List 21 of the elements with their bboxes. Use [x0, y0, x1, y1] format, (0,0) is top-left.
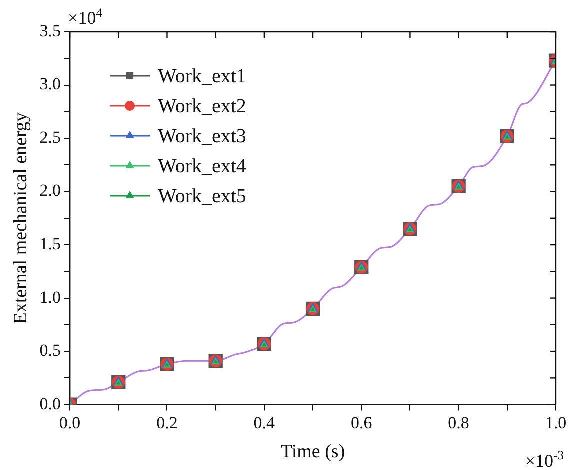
y-tick-label: 3.5 — [40, 21, 62, 40]
legend-label: Work_ext4 — [158, 155, 246, 178]
x-tick-label: 0.0 — [59, 413, 81, 432]
legend-label: Work_ext2 — [158, 95, 246, 118]
y-tick-label: 2.5 — [40, 128, 62, 147]
y-tick-label: 3.0 — [40, 74, 62, 94]
y-tick-label: 1.5 — [40, 234, 62, 254]
x-axis-title: Time (s) — [280, 442, 346, 463]
y-tick-label: 2.0 — [40, 181, 62, 200]
legend-label: Work_ext1 — [158, 65, 246, 88]
y-tick-label: 1.0 — [40, 288, 62, 307]
x-tick-label: 0.6 — [350, 413, 372, 432]
x-tick-label: 0.2 — [156, 413, 178, 432]
x-tick-label: 1.0 — [545, 413, 567, 432]
x-tick-label: 0.4 — [254, 413, 276, 432]
legend-label: Work_ext3 — [158, 125, 246, 148]
legend-label: Work_ext5 — [158, 185, 246, 208]
x-tick-label: 0.8 — [448, 413, 470, 432]
y-axis-title: External mechanical energy — [10, 112, 32, 324]
y-tick-label: 0.5 — [40, 341, 62, 360]
y-tick-label: 0.0 — [40, 394, 62, 414]
